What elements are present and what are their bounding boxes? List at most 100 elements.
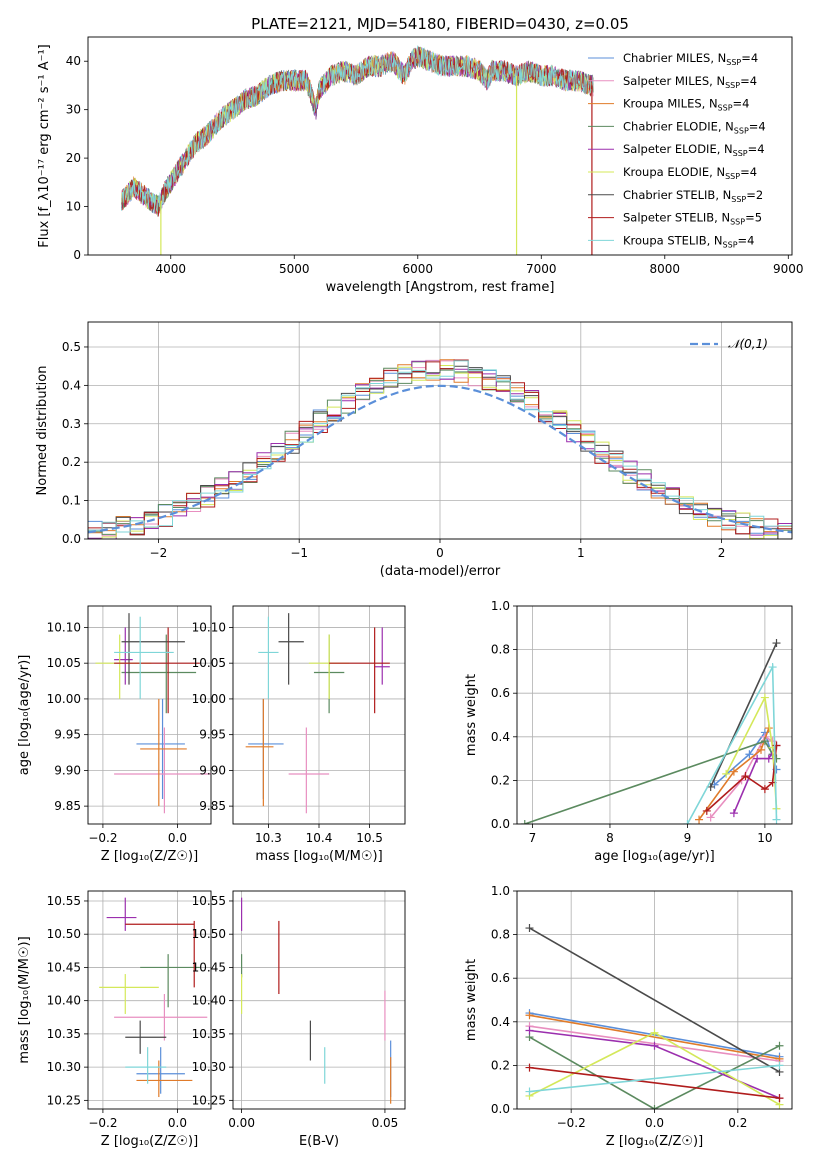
x-tick-label: 1 [577, 546, 585, 560]
legend-entry: Salpeter MILES, NSSP=4 [623, 74, 757, 90]
y-tick-label: 10.55 [47, 894, 81, 908]
legend-entry: Kroupa STELIB, NSSP=4 [623, 233, 754, 249]
x-tick-label: 0.0 [168, 831, 187, 845]
hist-kroupa-miles [88, 359, 792, 534]
weight-marker [768, 663, 777, 672]
data-weight_vs_age [520, 639, 781, 824]
y-axis-label: Normed distribution [35, 366, 50, 496]
x-axis-label: mass [log₁₀(M/M☉)] [255, 849, 382, 864]
y-tick-label: 0.3 [62, 417, 81, 431]
weight-marker [772, 639, 781, 648]
spectrum-kroupa-stelib [121, 45, 594, 214]
y-tick-label: 10.50 [47, 927, 81, 941]
weight-marker [525, 1063, 534, 1072]
y-tick-label: 10.25 [192, 1093, 226, 1107]
data-age_vs_mass [245, 613, 390, 814]
x-tick-label: 0.0 [168, 1116, 187, 1130]
data-age_vs_Z [95, 613, 211, 814]
panel-mass_vs_ebv: 0.00 0.05 10.25 10.30 10.35 10.40 10.45 10.50 10… [192, 890, 406, 1149]
weight-marker [775, 1061, 784, 1070]
x-tick-label: 10.4 [306, 831, 333, 845]
weight-marker [741, 772, 750, 781]
weight-marker [525, 1026, 534, 1035]
y-tick-label: 9.85 [54, 799, 81, 813]
weight-marker [760, 737, 769, 746]
y-axis-label: age [log₁₀(age/yr)] [17, 655, 32, 776]
y-tick-label: 9.90 [199, 763, 226, 777]
y-tick-label: 0.6 [491, 686, 510, 700]
y-tick-label: 0.2 [62, 455, 81, 469]
y-tick-label: 0.8 [491, 643, 510, 657]
x-tick-label: 6000 [402, 262, 433, 276]
data-residuals [88, 359, 792, 539]
grid-age_vs_mass [233, 606, 405, 824]
x-tick-label: −0.2 [557, 1116, 586, 1130]
legend-entry: Salpeter STELIB, NSSP=5 [623, 211, 762, 227]
y-tick-label: 9.95 [54, 728, 81, 742]
y-tick-label: 10.25 [47, 1093, 81, 1107]
weight-marker [695, 815, 704, 824]
legend-entry: Kroupa MILES, NSSP=4 [623, 97, 749, 113]
weight-marker [525, 924, 534, 933]
y-tick-label: 9.95 [199, 728, 226, 742]
y-tick-label: 10.45 [47, 960, 81, 974]
y-tick-label: 0.0 [62, 532, 81, 546]
y-tick-label: 0.8 [491, 928, 510, 942]
x-axis-label: age [log₁₀(age/yr)] [594, 849, 715, 864]
weight-line-chabrier-stelib [709, 642, 778, 788]
axes-frame [87, 36, 793, 256]
weight-marker [775, 1094, 784, 1103]
figure-title: PLATE=2121, MJD=54180, FIBERID=0430, z=0… [251, 15, 629, 33]
x-tick-label: 0 [436, 546, 444, 560]
weight-marker [772, 741, 781, 750]
y-axis-label: Flux [f_λ10⁻¹⁷ erg cm⁻² s⁻¹ A⁻¹] [37, 44, 52, 248]
y-tick-label: 10.00 [47, 692, 81, 706]
x-axis-label: wavelength [Angstrom, rest frame] [326, 280, 555, 295]
x-tick-label: 0.2 [728, 1116, 747, 1130]
x-tick-label: 9 [684, 831, 692, 845]
weight-marker [764, 754, 773, 763]
weight-marker [757, 745, 766, 754]
weight-marker [702, 806, 711, 815]
x-axis-label: Z [log₁₀(Z/Z☉)] [101, 849, 198, 864]
weight-marker [650, 1105, 659, 1109]
axes-frame [232, 890, 406, 1110]
grid-age_vs_Z [88, 606, 211, 824]
weight-marker [760, 693, 769, 702]
y-tick-label: 0.4 [491, 1015, 510, 1029]
weight-marker [729, 767, 738, 776]
y-axis-label: mass weight [464, 959, 479, 1041]
x-axis-label: (data-model)/error [380, 564, 501, 579]
axes-frame [87, 321, 793, 540]
legend-entry: Chabrier ELODIE, NSSP=4 [623, 119, 766, 135]
y-tick-label: 0.0 [491, 1102, 510, 1116]
y-tick-label: 10.10 [47, 620, 81, 634]
charts: 4000 5000 6000 7000 8000 9000010203040wavelen… [17, 36, 804, 1149]
y-tick-label: 0.4 [62, 378, 81, 392]
weight-marker [745, 750, 754, 759]
weight-line-chabrier-stelib [529, 927, 780, 1073]
x-tick-label: 10.3 [255, 831, 282, 845]
y-tick-label: 10.35 [192, 1027, 226, 1041]
data-weight_vs_Z [525, 924, 784, 1109]
x-tick-label: 7 [529, 831, 537, 845]
y-tick-label: 10.10 [192, 620, 226, 634]
weight-marker [760, 785, 769, 794]
weight-marker [525, 1011, 534, 1020]
y-tick-label: 10.35 [47, 1027, 81, 1041]
y-tick-label: 0.2 [491, 1058, 510, 1072]
y-tick-label: 0.6 [491, 971, 510, 985]
legend-entry: Chabrier MILES, NSSP=4 [623, 51, 758, 67]
grid-mass_vs_ebv [233, 891, 405, 1109]
x-tick-label: 8 [606, 831, 614, 845]
weight-marker [706, 813, 715, 822]
x-tick-label: 9000 [773, 262, 804, 276]
axes-frame [232, 605, 406, 825]
weight-marker [729, 809, 738, 818]
spectrum-legend: Chabrier MILES, NSSP=4 Salpeter MILES, NS… [588, 51, 766, 249]
data-mass_vs_ebv [241, 897, 392, 1104]
y-tick-label: 10.30 [47, 1060, 81, 1074]
panel-residuals: −2 −1 0 1 2 0.0 0.1 0.2 0.3 0.4 0.5 (data-model)/er… [35, 321, 793, 579]
panel-age_vs_Z: −0.2 0.0 9.85 9.90 9.95 10.00 10.05 10.10 Z [log… [17, 605, 212, 864]
panel-spectrum: 4000 5000 6000 7000 8000 9000 0 10 20 30 40 wavelen… [37, 36, 804, 295]
